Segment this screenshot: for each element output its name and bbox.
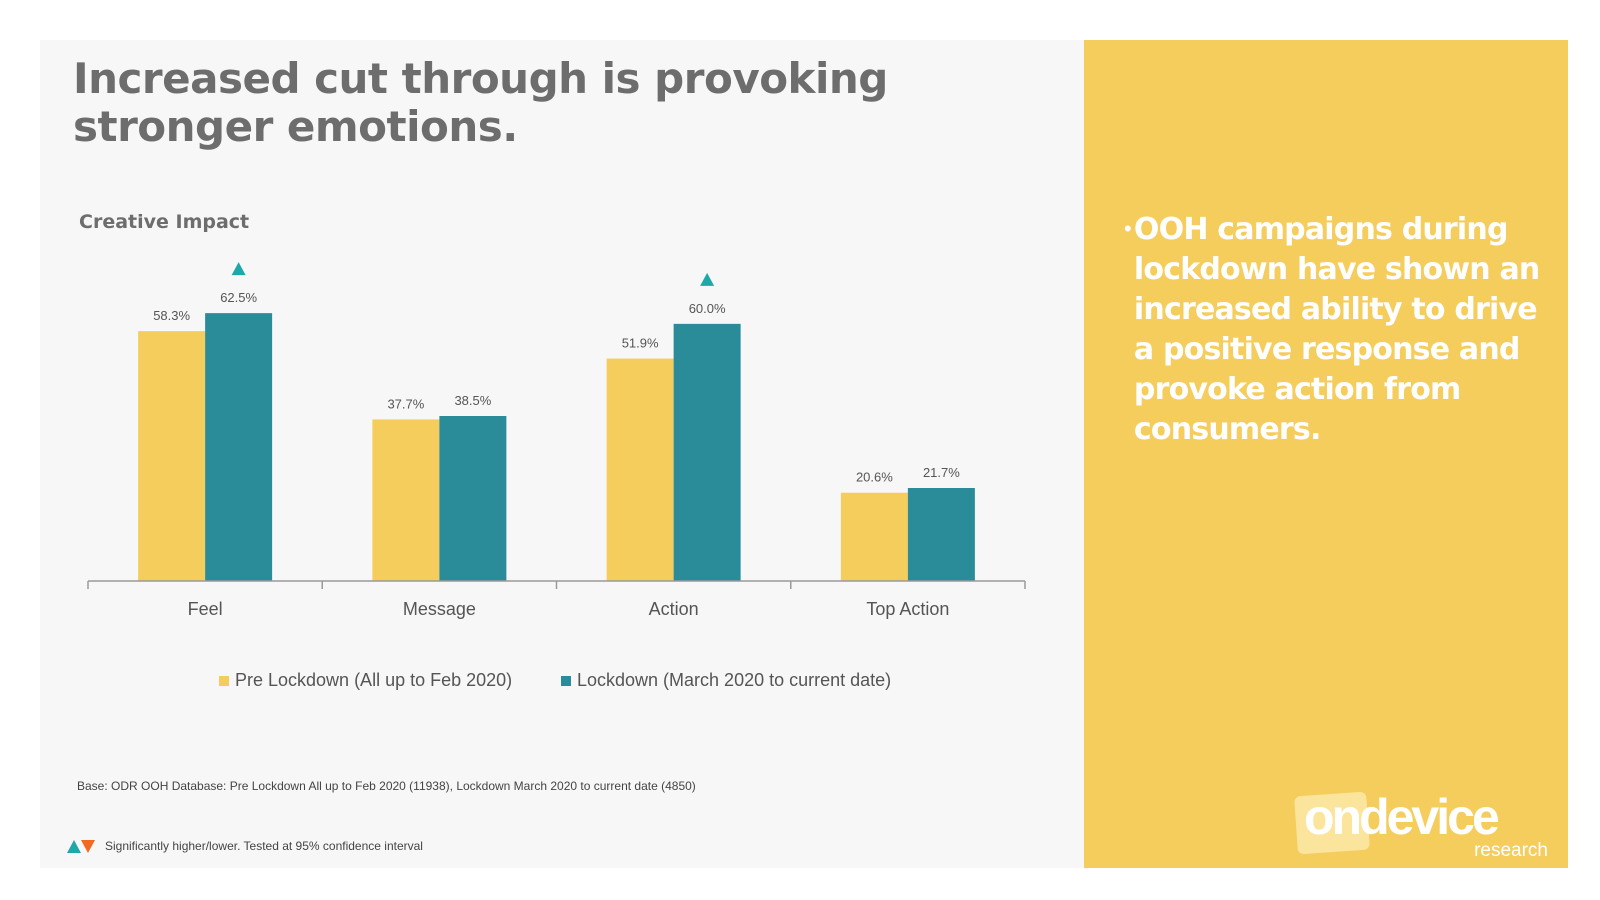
data-label: 20.6% <box>856 470 893 485</box>
legend-item-pre: Pre Lockdown (All up to Feb 2020) <box>219 670 512 691</box>
x-tick-label: Top Action <box>866 599 949 619</box>
bar-action-series-0 <box>606 358 674 581</box>
logo-subtext: research <box>1474 840 1548 861</box>
bar-top-action-series-0 <box>840 492 908 581</box>
bar-top-action-series-1 <box>907 488 975 581</box>
bar-action-series-1 <box>673 323 741 581</box>
chart-subtitle: Creative Impact <box>79 211 250 233</box>
bar-message-series-1 <box>439 416 507 581</box>
data-label: 37.7% <box>387 396 424 411</box>
bar-feel-series-1 <box>205 313 273 581</box>
page-title: Increased cut through is provoking stron… <box>73 54 888 151</box>
legend-label-pre: Pre Lockdown (All up to Feb 2020) <box>235 670 513 690</box>
summary-bullet: • OOH campaigns during lockdown have sho… <box>1120 210 1540 450</box>
bar-feel-series-0 <box>138 331 206 581</box>
data-label: 60.0% <box>689 301 726 316</box>
company-logo: ondevice research <box>1294 789 1556 862</box>
significance-up-icon <box>231 262 246 276</box>
summary-bullet-text: OOH campaigns during lockdown have shown… <box>1133 212 1540 447</box>
bullet-icon: • <box>1124 216 1132 241</box>
data-label: 21.7% <box>923 465 960 480</box>
significance-up-icon <box>700 272 715 286</box>
legend-swatch-lockdown <box>561 675 571 686</box>
triangle-up-icon <box>67 839 81 853</box>
base-note: Base: ODR OOH Database: Pre Lockdown All… <box>77 779 696 793</box>
data-label: 58.3% <box>153 308 190 323</box>
data-label: 62.5% <box>220 290 257 305</box>
bar-chart: 58.3% 62.5% Feel 37.7% 38.5% Message 51.9% 60.0… <box>87 262 1026 619</box>
legend-label-lockdown: Lockdown (March 2020 to current date) <box>577 670 892 690</box>
data-label: 51.9% <box>622 336 659 351</box>
x-tick-label: Message <box>403 599 476 619</box>
significance-note: Significantly higher/lower. Tested at 95… <box>67 839 423 853</box>
legend-item-lockdown: Lockdown (March 2020 to current date) <box>561 670 891 691</box>
data-label: 38.5% <box>454 393 491 408</box>
logo-wordmark: ondevice <box>1304 789 1500 845</box>
x-tick-label: Action <box>649 599 699 619</box>
summary-panel <box>1084 40 1568 868</box>
x-tick-label: Feel <box>188 599 223 619</box>
bar-message-series-0 <box>372 419 440 581</box>
triangle-down-icon <box>81 839 95 853</box>
legend-swatch-pre <box>219 675 229 686</box>
significance-note-text: Significantly higher/lower. Tested at 95… <box>105 839 423 853</box>
